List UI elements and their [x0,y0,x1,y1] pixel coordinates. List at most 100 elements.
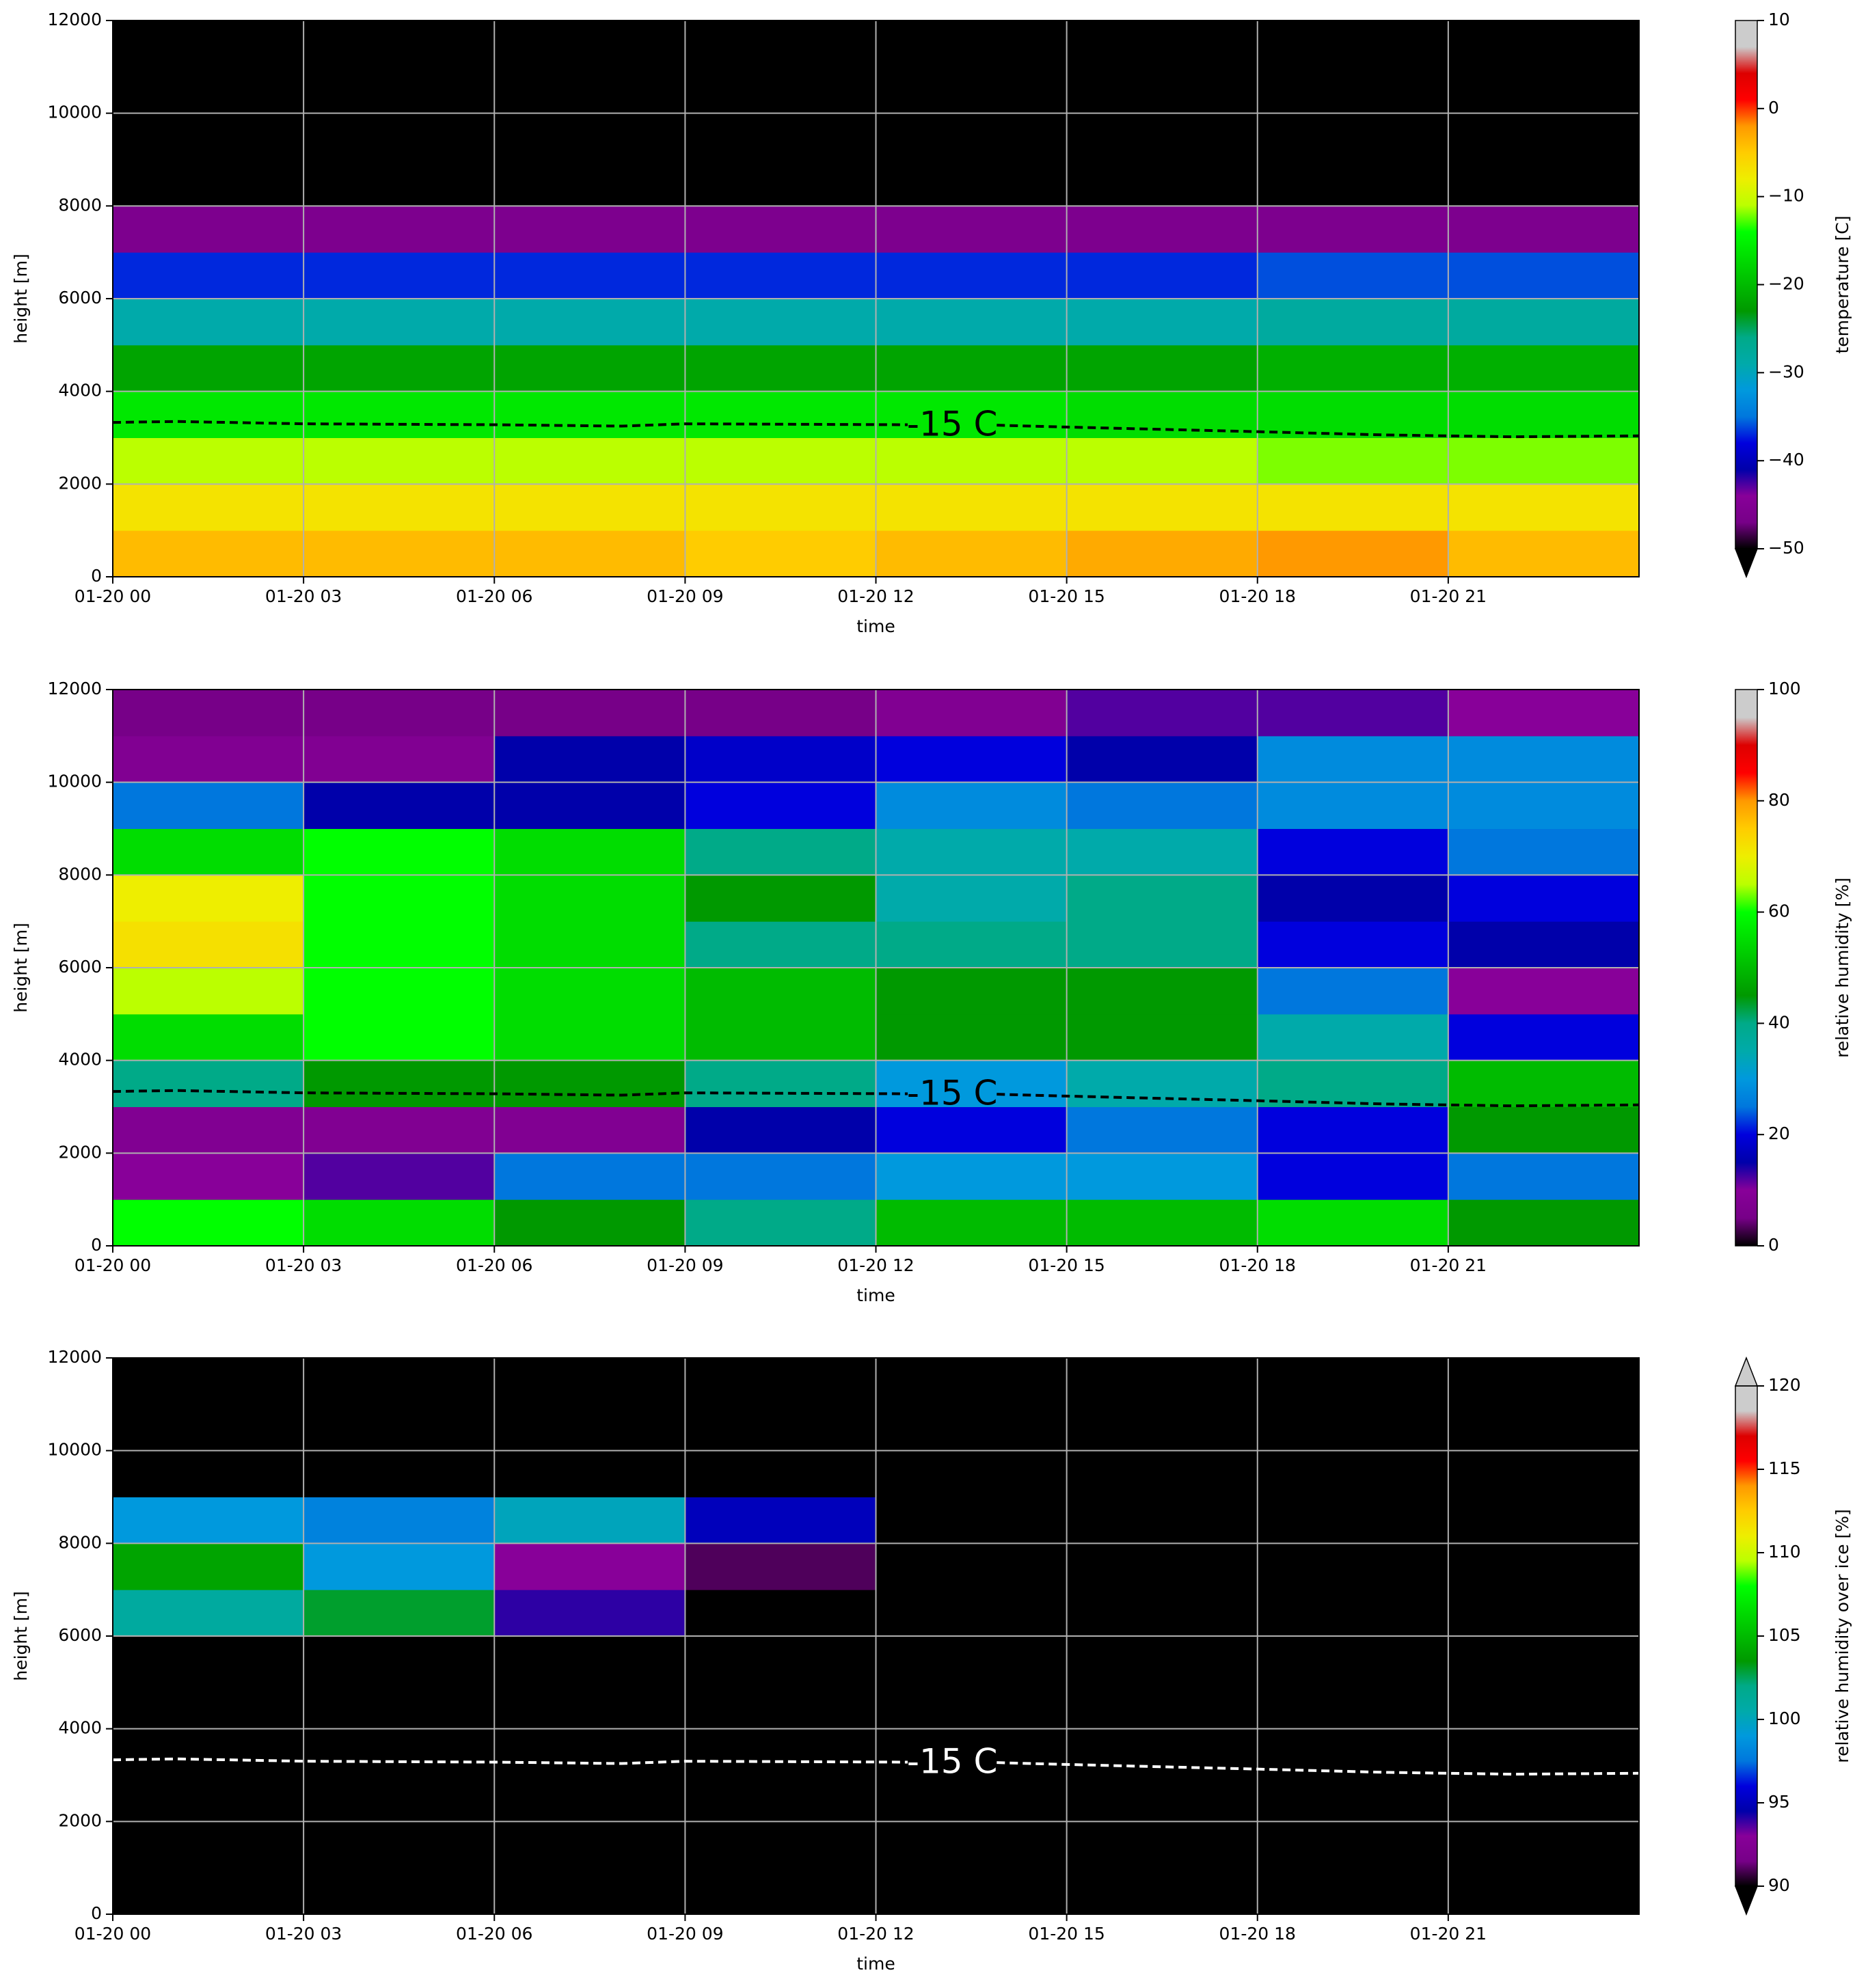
heatmap-cell [876,1450,1068,1497]
heatmap-cell [303,1590,495,1637]
heatmap-cell [494,735,686,783]
heatmap-cell [494,206,686,253]
colorbar-tick-label: 120 [1768,1375,1801,1395]
heatmap-cell [303,968,495,1015]
heatmap-cell [685,159,876,206]
colorbar-extend [1734,548,1759,579]
y-tick-label: 10000 [47,1440,102,1460]
heatmap-cell [494,437,686,485]
heatmap-cell [303,299,495,346]
heatmap-cell [1257,159,1449,206]
heatmap-cell [1257,921,1449,968]
heatmap-cell [303,484,495,531]
heatmap-cell [685,828,876,875]
heatmap-cell [685,437,876,485]
x-tick-label: 01-20 00 [75,1255,151,1275]
colorbar-tick-label: 115 [1768,1458,1801,1478]
heatmap-cell [876,735,1068,783]
heatmap-cell [494,299,686,346]
heatmap-cell [1257,484,1449,531]
heatmap-cell [303,1636,495,1683]
heatmap-cell [303,1358,495,1405]
heatmap-cell [494,1728,686,1775]
heatmap-cell [1066,66,1258,114]
heatmap-cell [1257,1106,1449,1154]
heatmap-cell [876,1775,1068,1822]
heatmap-cell [685,782,876,829]
y-axis-label: height [m] [11,923,31,1013]
heatmap-cell [113,206,304,253]
heatmap-cell [876,1013,1068,1061]
y-tick-label: 12000 [47,10,102,29]
heatmap-cell [1448,1682,1640,1730]
x-axis-label: time [856,1954,895,1974]
colorbar-tick-label: −20 [1768,274,1804,294]
heatmap-cell [494,1775,686,1822]
x-tick-label: 01-20 09 [647,1924,723,1944]
x-tick-label: 01-20 12 [837,1255,914,1275]
heatmap-cell [1257,66,1449,114]
x-tick-label: 01-20 18 [1219,1924,1296,1944]
y-tick-label: 8000 [58,1532,102,1552]
heatmap-cell [113,921,304,968]
heatmap-cell [876,690,1068,737]
heatmap-cell [876,437,1068,485]
heatmap-cell [303,159,495,206]
heatmap-cell [303,1497,495,1544]
y-axis-label: height [m] [11,1591,31,1681]
x-tick-label: 01-20 00 [75,1924,151,1944]
heatmap-cell [1448,437,1640,485]
heatmap-cell [494,782,686,829]
heatmap-cell [1257,1450,1449,1497]
heatmap-cell [1257,437,1449,485]
heatmap-cell [1448,1497,1640,1544]
heatmap-cell [303,1199,495,1247]
heatmap-cell [876,530,1068,577]
heatmap-cell [1066,1682,1258,1730]
heatmap-cell [685,206,876,253]
heatmap-cell [685,1775,876,1822]
heatmap-cell [1448,735,1640,783]
heatmap-cell [685,1358,876,1405]
heatmap-cell [876,299,1068,346]
heatmap-cell [685,113,876,160]
heatmap-cell [113,782,304,829]
heatmap-cell [685,66,876,114]
heatmap-cell [1448,1199,1640,1247]
heatmap-cell [1257,1543,1449,1590]
heatmap-cell [303,1013,495,1061]
heatmap-cell [1257,1728,1449,1775]
heatmap-cell [685,1013,876,1061]
heatmap-cell [303,1060,495,1107]
y-tick-label: 6000 [58,957,102,977]
heatmap-cell [494,1682,686,1730]
heatmap-cell [685,391,876,438]
heatmap-cell [685,875,876,922]
heatmap-cell [494,344,686,392]
contour-label: -15 C [907,1741,997,1781]
heatmap-cell [303,735,495,783]
heatmap-cell [303,782,495,829]
colorbar-tick-label: 0 [1768,98,1779,118]
heatmap-cell [876,206,1068,253]
contour-label: -15 C [907,1073,997,1113]
heatmap-cell [113,735,304,783]
heatmap-cell [685,1450,876,1497]
heatmap-cell [1257,1636,1449,1683]
x-tick-label: 01-20 00 [75,586,151,606]
heatmap-cell [494,1060,686,1107]
heatmap-cell [1448,21,1640,68]
heatmap-cell [876,782,1068,829]
heatmap-cell [303,1543,495,1590]
x-axis-label: time [856,1285,895,1305]
heatmap-cell [113,1153,304,1200]
heatmap-cell [113,1404,304,1452]
heatmap-cell [1066,735,1258,783]
heatmap-cell [1257,1199,1449,1247]
heatmap-cell [1448,1775,1640,1822]
heatmap-cell [113,344,304,392]
heatmap-cell [1448,875,1640,922]
heatmap-cell [685,921,876,968]
colorbar-tick-label: 95 [1768,1792,1790,1812]
colorbar-tick-label: 40 [1768,1012,1790,1032]
